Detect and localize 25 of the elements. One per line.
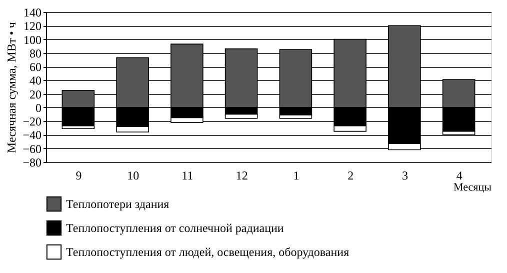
- y-tick-label: 100: [24, 32, 42, 47]
- y-tick-label: 0: [36, 100, 42, 115]
- legend-label: Теплопоступления от людей, освещения, оборудования: [66, 245, 350, 259]
- x-tick-label: 4: [456, 168, 462, 182]
- y-tick-label: −60: [22, 142, 42, 156]
- x-tick-label: 12: [236, 168, 248, 182]
- x-tick-label: 1: [293, 168, 300, 182]
- y-tick-label: 40: [30, 74, 42, 88]
- x-tick-label: 10: [127, 168, 140, 182]
- x-axis-title: Месяцы: [453, 182, 492, 194]
- y-tick-label: 20: [30, 87, 42, 102]
- y-tick-label: −40: [22, 128, 42, 142]
- y-tick-label: 60: [30, 60, 42, 74]
- y-axis-title: Месячная сумма, МВт • ч: [4, 22, 19, 153]
- legend-label: Теплопотери здания: [66, 197, 170, 211]
- x-tick-label: 3: [402, 168, 408, 182]
- legend-label: Теплопоступления от солнечной радиации: [66, 221, 284, 235]
- x-tick-label: 9: [76, 168, 82, 182]
- x-tick-label: 2: [348, 168, 354, 182]
- y-tick-label: 140: [24, 6, 42, 20]
- y-tick-label: −20: [22, 114, 42, 129]
- x-tick-label: 11: [182, 168, 194, 182]
- y-tick-label: −80: [22, 156, 42, 170]
- y-tick-label: 120: [24, 19, 42, 34]
- y-tick-label: 80: [30, 46, 42, 60]
